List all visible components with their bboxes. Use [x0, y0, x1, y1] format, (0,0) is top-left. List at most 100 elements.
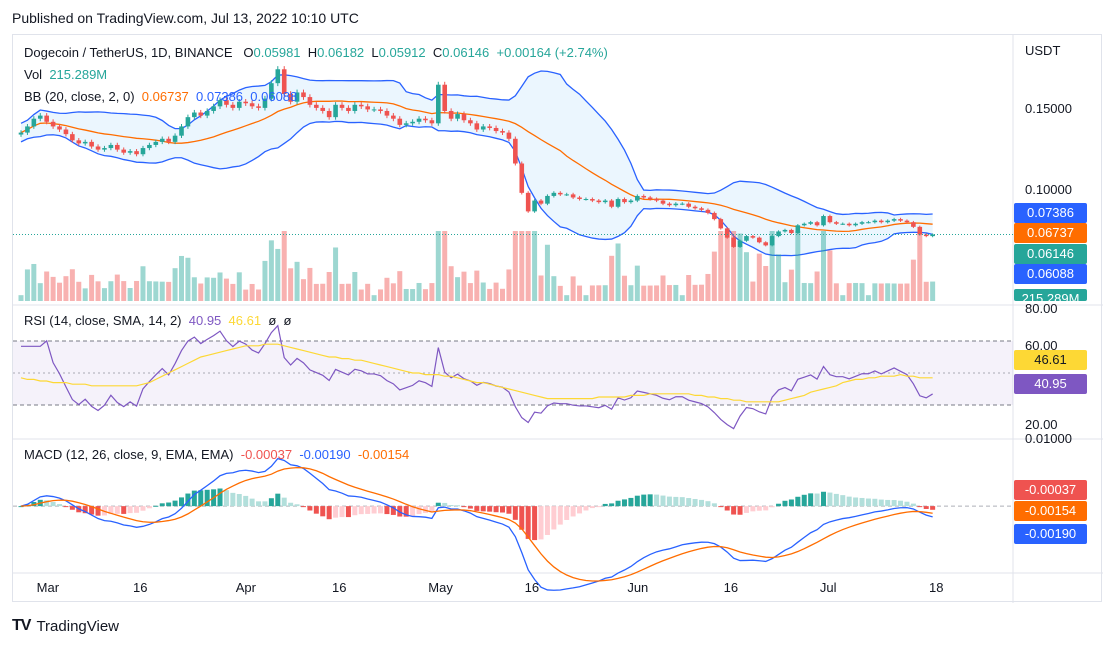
candle-body	[692, 206, 698, 209]
price-tick: 0.15000	[1025, 101, 1072, 116]
candle-body	[609, 200, 614, 207]
volume-bar	[519, 231, 525, 301]
volume-bar	[609, 255, 615, 301]
volume-bar	[769, 231, 775, 301]
macd-histogram-bar	[795, 496, 801, 507]
macd-histogram-bar	[930, 506, 936, 510]
candle-body	[789, 229, 794, 234]
macd-histogram-bar	[532, 506, 538, 541]
bb-basis-value: 0.06737	[141, 89, 189, 104]
macd-histogram-bar	[589, 506, 595, 509]
volume-bar	[455, 277, 461, 301]
bb-basis-badge: 0.06737	[1014, 223, 1087, 243]
macd-histogram-bar	[230, 492, 236, 507]
candle-body	[602, 200, 608, 203]
chart-svg[interactable]	[13, 35, 1103, 603]
candle-body	[577, 197, 582, 200]
macd-histogram-bar	[641, 494, 647, 507]
macd-histogram-bar	[853, 497, 859, 507]
macd-histogram-bar	[801, 494, 807, 507]
macd-histogram-bar	[910, 503, 916, 507]
candle-body	[699, 208, 704, 210]
candle-body	[236, 101, 242, 108]
candle-body	[275, 69, 281, 84]
open-label: O	[243, 45, 254, 60]
rsi-legend[interactable]: RSI (14, close, SMA, 14, 2) 40.95 46.61 …	[24, 313, 291, 328]
macd-histogram-bar	[628, 497, 634, 507]
volume-bar	[262, 260, 268, 301]
volume-bar	[898, 283, 904, 301]
macd-histogram-bar	[743, 506, 749, 513]
candle-body	[667, 203, 672, 206]
candle-body	[217, 100, 223, 107]
candle-body	[519, 163, 525, 193]
macd-hist-badge: -0.00037	[1014, 480, 1087, 500]
macd-histogram-bar	[442, 502, 448, 507]
rsi-tick: 20.00	[1025, 417, 1058, 432]
macd-histogram-bar	[217, 488, 223, 507]
macd-histogram-bar	[166, 502, 172, 507]
macd-histogram-bar	[647, 494, 653, 507]
volume-bar	[615, 243, 621, 301]
macd-histogram-bar	[153, 505, 159, 507]
volume-bar	[467, 283, 473, 301]
symbol-title[interactable]: Dogecoin / TetherUS, 1D, BINANCE	[24, 45, 233, 60]
macd-histogram-bar	[281, 497, 287, 507]
candle-body	[532, 200, 537, 212]
volume-bar	[352, 271, 358, 301]
low-value: 0.05912	[378, 45, 426, 60]
bb-lower-value: 0.06088	[250, 89, 298, 104]
macd-histogram-bar	[763, 506, 769, 511]
vol-value: 215.289M	[49, 67, 108, 82]
macd-histogram-bar	[891, 500, 897, 507]
volume-bar	[288, 268, 294, 301]
volume-bar	[50, 276, 56, 301]
candle-body	[134, 151, 139, 155]
volume-bar	[833, 283, 839, 301]
candle-body	[878, 220, 884, 223]
macd-histogram-bar	[705, 501, 711, 507]
candle-body	[307, 97, 313, 105]
candle-body	[423, 118, 428, 121]
time-axis[interactable]: Mar 16 Apr 16 May 16 Jun 16 Jul 18	[13, 575, 1013, 599]
candle-body	[673, 203, 679, 206]
candle-body	[757, 237, 762, 243]
candle-body	[570, 194, 576, 198]
macd-histogram-bar	[840, 495, 846, 507]
volume-legend[interactable]: Vol 215.289M	[24, 67, 107, 82]
volume-bar	[487, 288, 493, 301]
macd-histogram-bar	[410, 506, 416, 516]
macd-histogram-bar	[416, 506, 422, 515]
rsi-extra-1: ø	[268, 313, 277, 328]
candle-body	[628, 200, 634, 203]
ohlc-legend: Dogecoin / TetherUS, 1D, BINANCE O0.0598…	[24, 45, 608, 60]
macd-histogram-bar	[256, 501, 262, 507]
volume-bar	[223, 278, 229, 301]
volume-bar	[737, 233, 743, 301]
volume-bar	[666, 285, 672, 301]
volume-bar	[217, 272, 223, 301]
candle-body	[679, 203, 685, 205]
candle-body	[82, 141, 88, 144]
macd-histogram-bar	[121, 506, 127, 514]
macd-histogram-bar	[108, 506, 114, 515]
candle-body	[314, 104, 319, 108]
macd-histogram-bar	[307, 506, 313, 511]
macd-histogram-bar	[82, 506, 88, 514]
macd-histogram-bar	[320, 506, 326, 517]
candle-body	[371, 109, 377, 111]
bb-legend[interactable]: BB (20, close, 2, 0) 0.06737 0.07386 0.0…	[24, 89, 297, 104]
time-axis-label: 16	[332, 580, 347, 595]
tradingview-brand[interactable]: TV TradingView	[12, 617, 119, 635]
open-value: 0.05981	[253, 45, 301, 60]
chart-frame[interactable]: Dogecoin / TetherUS, 1D, BINANCE O0.0598…	[12, 34, 1103, 603]
volume-bar	[333, 247, 339, 301]
volume-bar	[776, 254, 782, 301]
candle-body	[859, 222, 865, 224]
macd-histogram-bar	[872, 498, 878, 507]
macd-legend[interactable]: MACD (12, 26, close, 9, EMA, EMA) -0.000…	[24, 447, 409, 462]
volume-bar	[403, 288, 409, 301]
macd-histogram-bar	[198, 490, 204, 507]
rsi-extra-2: ø	[283, 313, 292, 328]
volume-bar	[198, 283, 204, 301]
